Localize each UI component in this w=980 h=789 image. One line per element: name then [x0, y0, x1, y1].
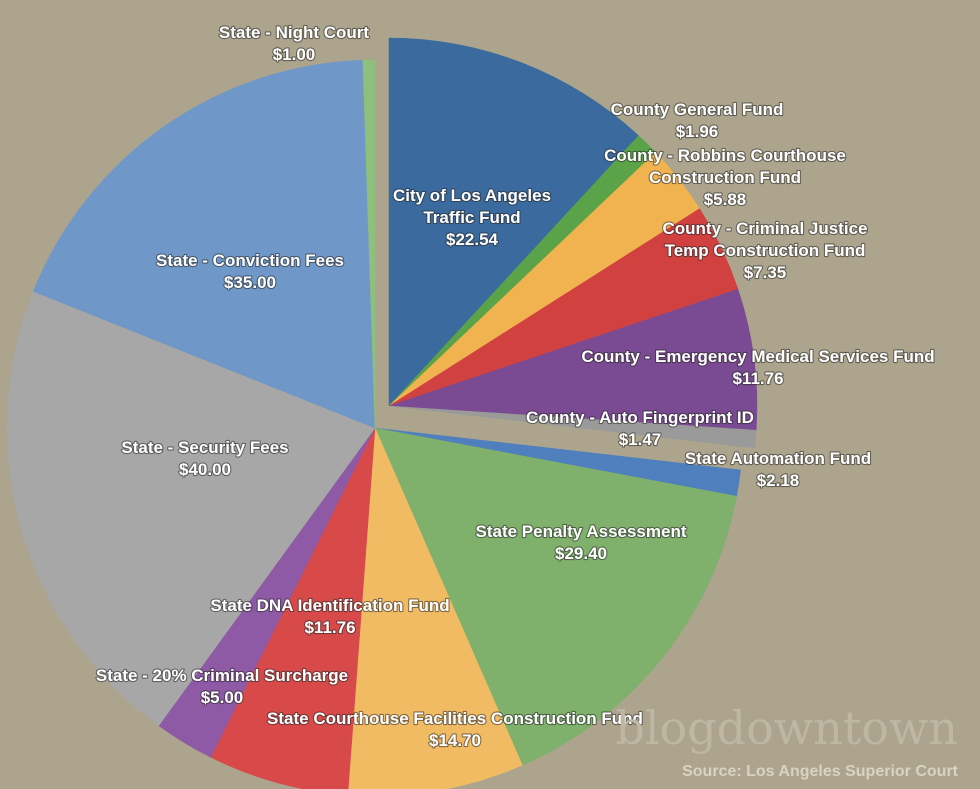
pie-slice-county-emergency-medical-services-fund — [388, 288, 758, 431]
pie-slice-county-auto-fingerprint-id — [388, 405, 757, 449]
pie-slices — [6, 37, 758, 789]
slice-label-line: State Automation Fund — [685, 449, 871, 468]
slice-label-line: State - 20% Criminal Surcharge — [96, 666, 348, 685]
slice-label-line: City of Los Angeles — [393, 186, 551, 205]
slice-label-state-penalty-assessment: State Penalty Assessment $29.40 — [475, 522, 686, 563]
pie-slice-city-of-los-angeles-traffic-fund — [388, 37, 639, 407]
slice-label-state-night-court: State - Night Court $1.00 — [219, 23, 369, 64]
watermark-logo: blogdowntown — [615, 701, 958, 755]
slice-label-county-criminal-justice-temp-construction-fund: County - Criminal Justice Temp Constructi… — [663, 219, 868, 282]
slice-value: $14.70 — [429, 731, 481, 750]
slice-value: $11.76 — [732, 369, 783, 388]
slice-value: $5.00 — [201, 688, 244, 707]
slice-label-line: County - Criminal Justice — [663, 219, 868, 238]
slice-value: $7.35 — [744, 263, 787, 282]
slice-value: $5.88 — [704, 190, 747, 209]
slice-labels: City of Los Angeles Traffic Fund $22.54 Cou… — [95, 22, 936, 751]
pie-slice-state-dna-identification-fund — [210, 427, 376, 789]
slice-label-city-of-los-angeles-traffic-fund: City of Los Angeles Traffic Fund $22.54 — [393, 186, 551, 249]
slice-label-state-dna-identification-fund: State DNA Identification Fund $11.76 — [210, 596, 449, 637]
slice-label-line: County General Fund — [611, 100, 784, 119]
slice-label-line: State Courthouse Facilities Construction… — [267, 709, 643, 728]
slice-label-county-auto-fingerprint-id: County - Auto Fingerprint ID $1.47 — [526, 408, 754, 449]
slice-value: $1.47 — [619, 430, 662, 449]
slice-label-line: State DNA Identification Fund — [210, 596, 449, 615]
slice-label-line: State - Night Court — [219, 23, 369, 42]
slice-label-line: State Penalty Assessment — [475, 522, 686, 541]
slice-label-line: County - Auto Fingerprint ID — [526, 408, 754, 427]
slice-label-state-courthouse-facilities-construction-fund: State Courthouse Facilities Construction… — [267, 709, 643, 750]
slice-value: $1.96 — [676, 122, 719, 141]
slice-value: $1.00 — [273, 45, 316, 64]
slice-label-line: County - Emergency Medical Services Fund — [581, 347, 934, 366]
slice-value: $40.00 — [179, 460, 231, 479]
slice-label-county-robbins-courthouse-construction-fund: County - Robbins Courthouse Construction … — [604, 146, 846, 209]
slice-label-line: State - Conviction Fees — [156, 251, 344, 270]
slice-label-line: Construction Fund — [649, 168, 801, 187]
slice-label-county-general-fund: County General Fund $1.96 — [611, 100, 784, 141]
slice-value: $35.00 — [224, 273, 276, 292]
slice-label-state-conviction-fees: State - Conviction Fees $35.00 — [156, 251, 344, 292]
slice-label-state-20-criminal-surcharge: State - 20% Criminal Surcharge $5.00 — [96, 666, 348, 707]
slice-value: $22.54 — [446, 230, 499, 249]
slice-value: $11.76 — [304, 618, 355, 637]
slice-label-state-security-fees: State - Security Fees $40.00 — [121, 438, 288, 479]
slice-label-line: County - Robbins Courthouse — [604, 146, 846, 165]
pie-slice-state-conviction-fees — [32, 59, 376, 429]
source-note: Source: Los Angeles Superior Court — [682, 763, 958, 780]
slice-value: $29.40 — [555, 544, 607, 563]
slice-label-line: State - Security Fees — [121, 438, 288, 457]
slice-label-county-emergency-medical-services-fund: County - Emergency Medical Services Fund… — [581, 347, 934, 388]
pie-slice-state-penalty-assessment — [374, 427, 737, 766]
slice-label-line: Temp Construction Fund — [665, 241, 866, 260]
pie-slice-state-courthouse-facilities-construction-fund — [347, 427, 523, 789]
slice-label-line: Traffic Fund — [423, 208, 520, 227]
pie-slice-state-security-fees — [6, 291, 376, 727]
pie-slice-state-night-court — [362, 59, 376, 429]
slice-label-state-automation-fund: State Automation Fund $2.18 — [685, 449, 871, 490]
slice-value: $2.18 — [757, 471, 800, 490]
